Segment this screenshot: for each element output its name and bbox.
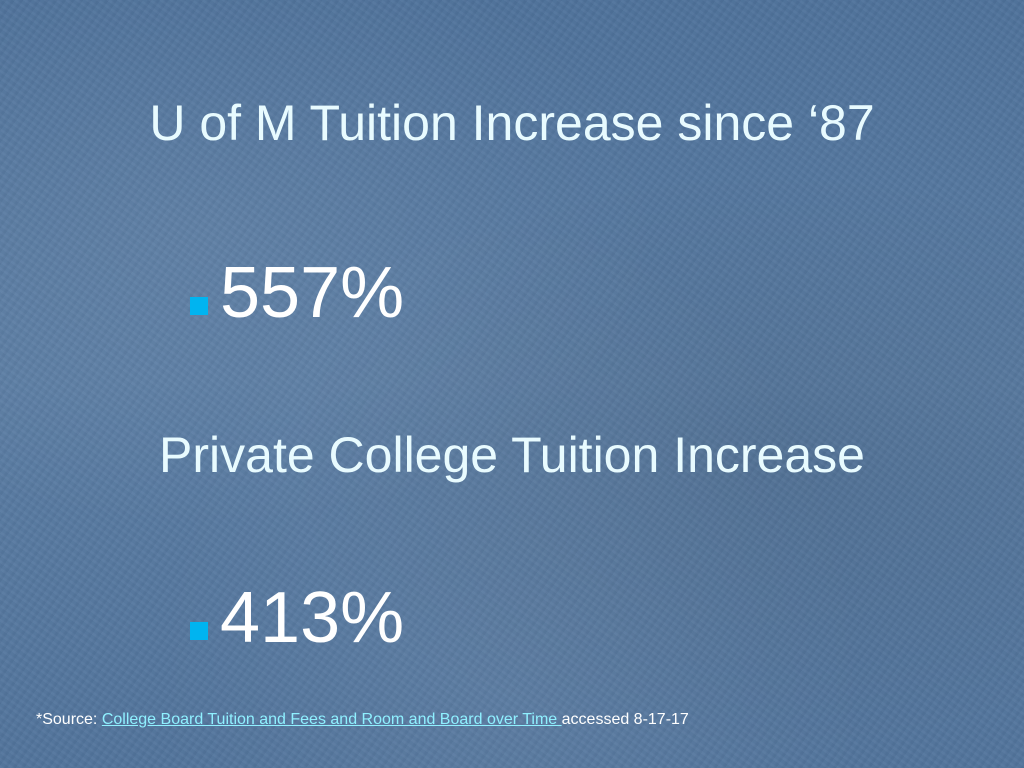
- source-link[interactable]: College Board Tuition and Fees and Room …: [101, 711, 562, 728]
- slide-title: U of M Tuition Increase since ‘87: [149, 95, 875, 151]
- source-prefix: *Source:: [36, 711, 102, 728]
- private-college-heading: Private College Tuition Increase: [159, 427, 865, 483]
- um-increase-value: 557%: [220, 253, 405, 333]
- source-suffix: accessed 8-17-17: [561, 711, 689, 728]
- private-increase-value: 413%: [220, 578, 405, 658]
- square-bullet-icon: [190, 297, 208, 315]
- bullet-item-um-increase: 557%: [190, 253, 404, 333]
- bullet-item-private-increase: 413%: [190, 578, 404, 658]
- source-footnote: *Source: College Board Tuition and Fees …: [36, 709, 689, 731]
- square-bullet-icon: [190, 622, 208, 640]
